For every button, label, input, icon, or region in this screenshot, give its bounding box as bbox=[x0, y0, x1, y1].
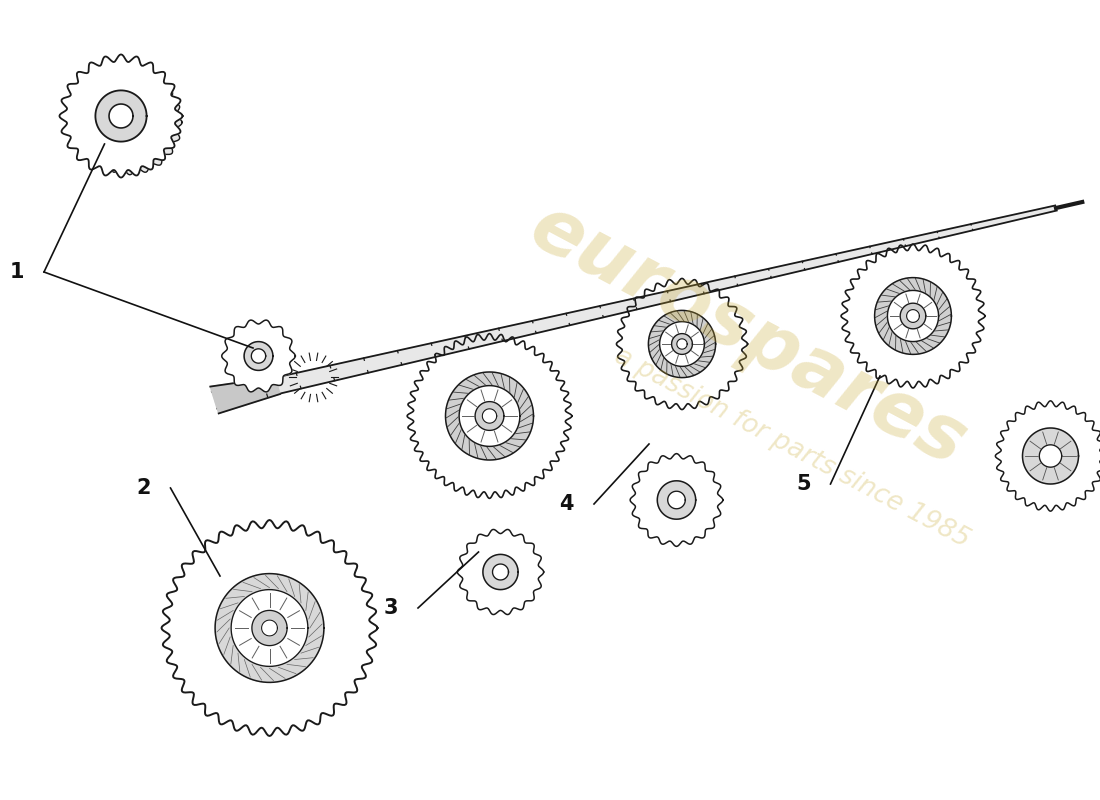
Polygon shape bbox=[1023, 428, 1078, 484]
Polygon shape bbox=[59, 54, 183, 178]
Polygon shape bbox=[109, 104, 133, 128]
Polygon shape bbox=[1040, 445, 1062, 467]
Polygon shape bbox=[162, 520, 377, 736]
Polygon shape bbox=[216, 574, 323, 682]
Polygon shape bbox=[77, 70, 183, 174]
Polygon shape bbox=[672, 334, 692, 354]
Polygon shape bbox=[676, 339, 688, 349]
Text: 1: 1 bbox=[10, 262, 24, 282]
Polygon shape bbox=[262, 620, 277, 636]
Polygon shape bbox=[483, 554, 518, 590]
Polygon shape bbox=[668, 491, 685, 509]
Polygon shape bbox=[458, 530, 543, 614]
Polygon shape bbox=[231, 590, 308, 666]
Text: 2: 2 bbox=[136, 478, 151, 498]
Polygon shape bbox=[493, 564, 508, 580]
Polygon shape bbox=[119, 112, 141, 133]
Polygon shape bbox=[658, 481, 695, 519]
Polygon shape bbox=[874, 278, 952, 354]
Polygon shape bbox=[888, 290, 938, 342]
Polygon shape bbox=[407, 334, 572, 498]
Text: a passion for parts since 1985: a passion for parts since 1985 bbox=[610, 343, 974, 553]
Text: 4: 4 bbox=[560, 494, 574, 514]
Polygon shape bbox=[996, 401, 1100, 511]
Text: 5: 5 bbox=[796, 474, 811, 494]
Polygon shape bbox=[616, 278, 748, 410]
Polygon shape bbox=[459, 386, 520, 446]
Polygon shape bbox=[251, 349, 266, 363]
Polygon shape bbox=[660, 322, 704, 366]
Text: 3: 3 bbox=[384, 598, 398, 618]
Polygon shape bbox=[222, 320, 295, 392]
Polygon shape bbox=[252, 610, 287, 646]
Polygon shape bbox=[842, 244, 984, 388]
Polygon shape bbox=[244, 342, 273, 370]
Polygon shape bbox=[210, 378, 280, 414]
Polygon shape bbox=[900, 303, 926, 329]
Polygon shape bbox=[446, 372, 534, 460]
Polygon shape bbox=[648, 310, 716, 378]
Polygon shape bbox=[630, 454, 723, 546]
Polygon shape bbox=[906, 310, 920, 322]
Polygon shape bbox=[482, 409, 497, 423]
Text: eurospares: eurospares bbox=[517, 190, 979, 482]
Polygon shape bbox=[475, 402, 504, 430]
Polygon shape bbox=[212, 206, 1057, 408]
Polygon shape bbox=[96, 90, 146, 142]
